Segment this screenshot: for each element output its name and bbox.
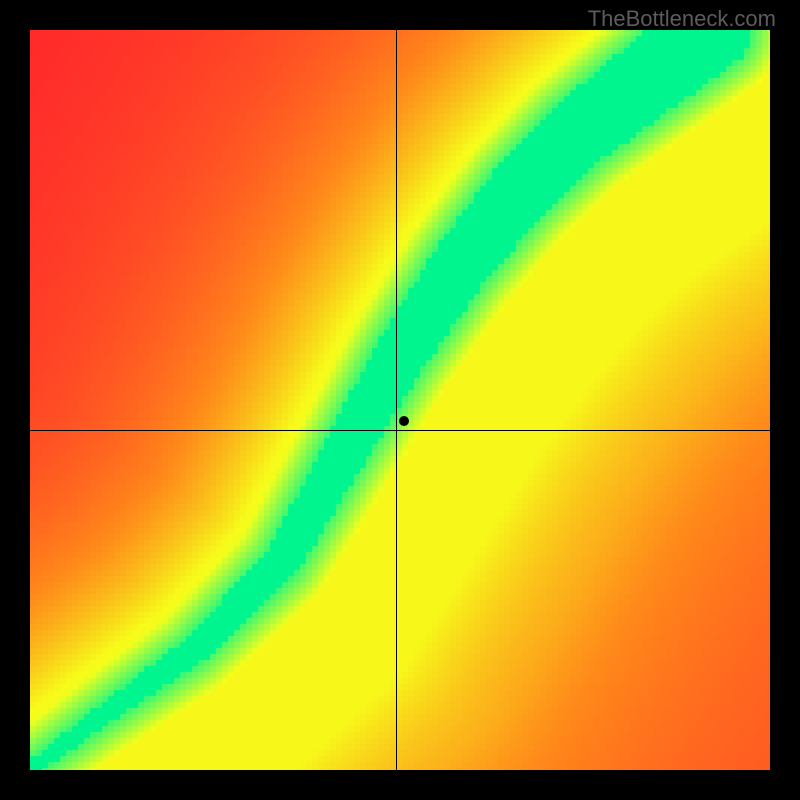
chart-container: TheBottleneck.com bbox=[0, 0, 800, 800]
plot-area bbox=[30, 30, 770, 770]
crosshair-vertical bbox=[396, 30, 397, 770]
data-point-marker bbox=[399, 416, 409, 426]
watermark-text: TheBottleneck.com bbox=[588, 6, 776, 32]
heatmap-canvas bbox=[30, 30, 770, 770]
crosshair-horizontal bbox=[30, 430, 770, 431]
